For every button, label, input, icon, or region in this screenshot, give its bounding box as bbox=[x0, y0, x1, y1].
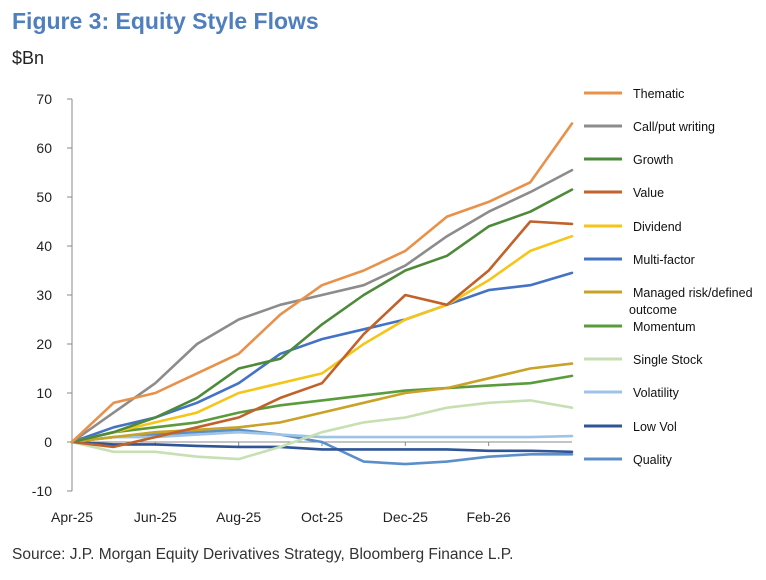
legend-label: Momentum bbox=[633, 320, 696, 334]
legend-label: Thematic bbox=[633, 87, 684, 101]
legend-item: Quality bbox=[584, 453, 673, 467]
legend-label: Value bbox=[633, 186, 664, 200]
series-line-quality bbox=[70, 428, 574, 466]
y-tick-label: -10 bbox=[32, 483, 52, 499]
legend-label: Volatility bbox=[633, 386, 680, 400]
legend-label: Quality bbox=[633, 453, 673, 467]
series-line-thematic bbox=[70, 122, 574, 444]
legend-label: Multi-factor bbox=[633, 253, 695, 267]
line-chart: -10 0 10 20 30 40 50 60 70 Apr-25 Jun-25 Aug-25 Oct-… bbox=[32, 87, 753, 525]
legend-label: Single Stock bbox=[633, 353, 703, 367]
legend-item: Dividend bbox=[584, 220, 682, 234]
series-line-low-vol bbox=[70, 440, 574, 454]
x-tick-label: Jun-25 bbox=[134, 509, 177, 525]
legend-item: Thematic bbox=[584, 87, 684, 101]
x-tick-label: Aug-25 bbox=[216, 509, 261, 525]
legend-label: Growth bbox=[633, 153, 673, 167]
series-line-managed-risk-defined-outcome bbox=[70, 362, 574, 444]
y-tick-label: 0 bbox=[44, 434, 52, 450]
y-tick-label: 30 bbox=[36, 287, 52, 303]
series-line-dividend bbox=[70, 234, 574, 444]
legend-item: Call/put writing bbox=[584, 120, 715, 134]
y-tick-label: 40 bbox=[36, 238, 52, 254]
series-line-multi-factor bbox=[70, 271, 574, 444]
source-note: Source: J.P. Morgan Equity Derivatives S… bbox=[12, 546, 514, 563]
y-axis-unit-label: $Bn bbox=[12, 48, 45, 68]
legend-item: Momentum bbox=[584, 320, 696, 334]
legend-item: Growth bbox=[584, 153, 673, 167]
y-tick-label: 70 bbox=[36, 91, 52, 107]
legend-item: Low Vol bbox=[584, 420, 677, 434]
x-tick-label: Feb-26 bbox=[466, 509, 511, 525]
series-line-call-put-writing bbox=[70, 168, 574, 444]
legend-label: Dividend bbox=[633, 220, 682, 234]
series-line-value bbox=[70, 220, 574, 449]
x-tick-label: Oct-25 bbox=[301, 509, 343, 525]
axes: -10 0 10 20 30 40 50 60 70 Apr-25 Jun-25 Aug-25 Oct-… bbox=[32, 91, 572, 525]
legend: Thematic Call/put writing Growth Value Divid… bbox=[584, 87, 753, 467]
series-line-momentum bbox=[70, 374, 574, 444]
series-line-growth bbox=[70, 188, 574, 444]
x-tick-label: Apr-25 bbox=[51, 509, 93, 525]
y-tick-label: 20 bbox=[36, 336, 52, 352]
legend-item: Volatility bbox=[584, 386, 680, 400]
legend-item: Single Stock bbox=[584, 353, 703, 367]
legend-item: Value bbox=[584, 186, 664, 200]
legend-item: Managed risk/defined outcome bbox=[584, 286, 753, 317]
y-tick-label: 50 bbox=[36, 189, 52, 205]
x-tick-label: Dec-25 bbox=[383, 509, 428, 525]
y-tick-label: 10 bbox=[36, 385, 52, 401]
y-tick-label: 60 bbox=[36, 140, 52, 156]
series-lines bbox=[70, 122, 574, 466]
legend-label: Managed risk/defined outcome bbox=[629, 286, 753, 317]
series-line-single-stock bbox=[70, 399, 574, 461]
legend-label: Low Vol bbox=[633, 420, 677, 434]
legend-item: Multi-factor bbox=[584, 253, 695, 267]
legend-label: Call/put writing bbox=[633, 120, 715, 134]
chart-title: Figure 3: Equity Style Flows bbox=[12, 8, 319, 34]
